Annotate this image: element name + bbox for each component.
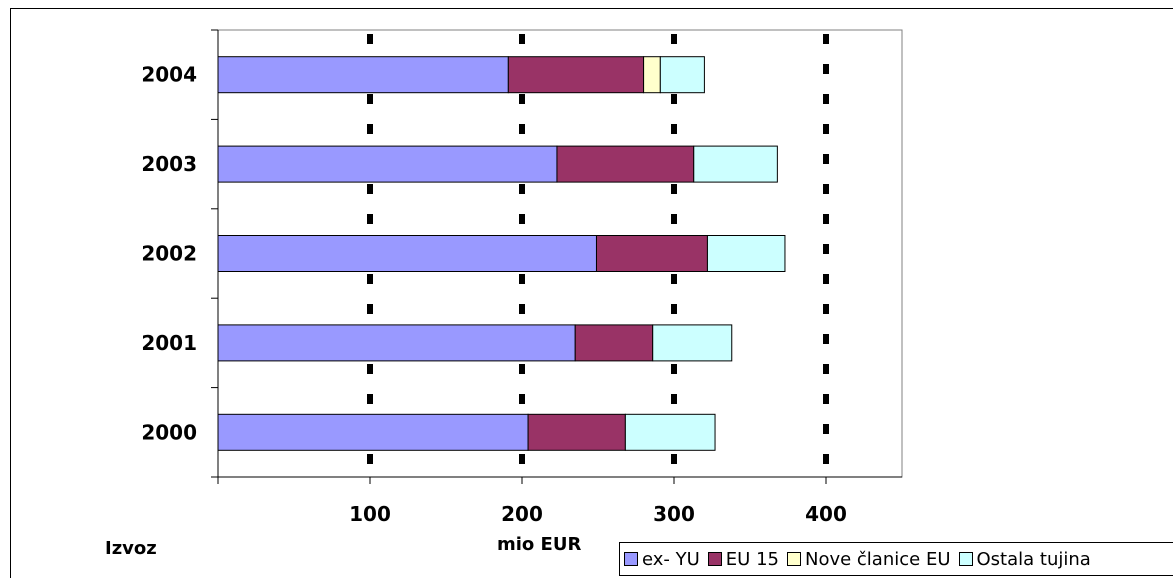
x-tick-label-400: 400 <box>805 502 847 526</box>
legend-swatch-1 <box>707 552 722 566</box>
category-label-2001: 2001 <box>141 331 197 355</box>
bar-2000-series-1 <box>527 413 626 451</box>
bar-2002-series-3 <box>706 235 786 272</box>
legend-swatch-3 <box>958 552 973 566</box>
bar-2000-series-0 <box>217 413 529 451</box>
bar-2001-series-0 <box>217 324 576 362</box>
chart-legend: ex- YU EU 15 Nove članice EU Ostala tujina <box>619 542 1173 576</box>
legend-item-2: Nove članice EU <box>786 548 951 570</box>
legend-label-1: EU 15 <box>725 548 779 570</box>
bar-2000-series-3 <box>624 413 716 451</box>
x-tick-label-100: 100 <box>349 502 391 526</box>
bar-2004-series-2 <box>643 56 661 94</box>
bar-2003-series-3 <box>693 145 778 183</box>
legend-label-3: Ostala tujina <box>976 548 1091 570</box>
bar-2001-series-1 <box>574 324 654 362</box>
category-label-2002: 2002 <box>141 242 197 266</box>
bar-2001-series-3 <box>652 324 733 362</box>
category-label-2003: 2003 <box>141 152 197 176</box>
legend-swatch-2 <box>786 552 801 566</box>
bar-2004-series-3 <box>659 56 705 94</box>
legend-label-2: Nove članice EU <box>804 548 951 570</box>
bar-2004-series-0 <box>217 56 509 94</box>
x-tick-label-300: 300 <box>653 502 695 526</box>
legend-item-3: Ostala tujina <box>958 548 1091 570</box>
corner-label: Izvoz <box>105 538 157 559</box>
legend-item-0: ex- YU <box>624 549 700 570</box>
category-label-2000: 2000 <box>141 420 197 444</box>
bar-2002-series-0 <box>217 235 597 272</box>
legend-label-0: ex- YU <box>642 548 700 570</box>
bar-2004-series-1 <box>507 56 645 94</box>
legend-item-1: EU 15 <box>707 548 779 570</box>
x-tick-label-200: 200 <box>501 502 543 526</box>
bar-2003-series-1 <box>556 145 695 183</box>
legend-swatch-0 <box>624 552 638 566</box>
bar-2003-series-0 <box>217 145 558 183</box>
chart-frame <box>10 8 1173 578</box>
bar-2002-series-1 <box>595 235 708 272</box>
x-axis-label: mio EUR <box>497 534 582 555</box>
category-label-2004: 2004 <box>141 63 197 87</box>
